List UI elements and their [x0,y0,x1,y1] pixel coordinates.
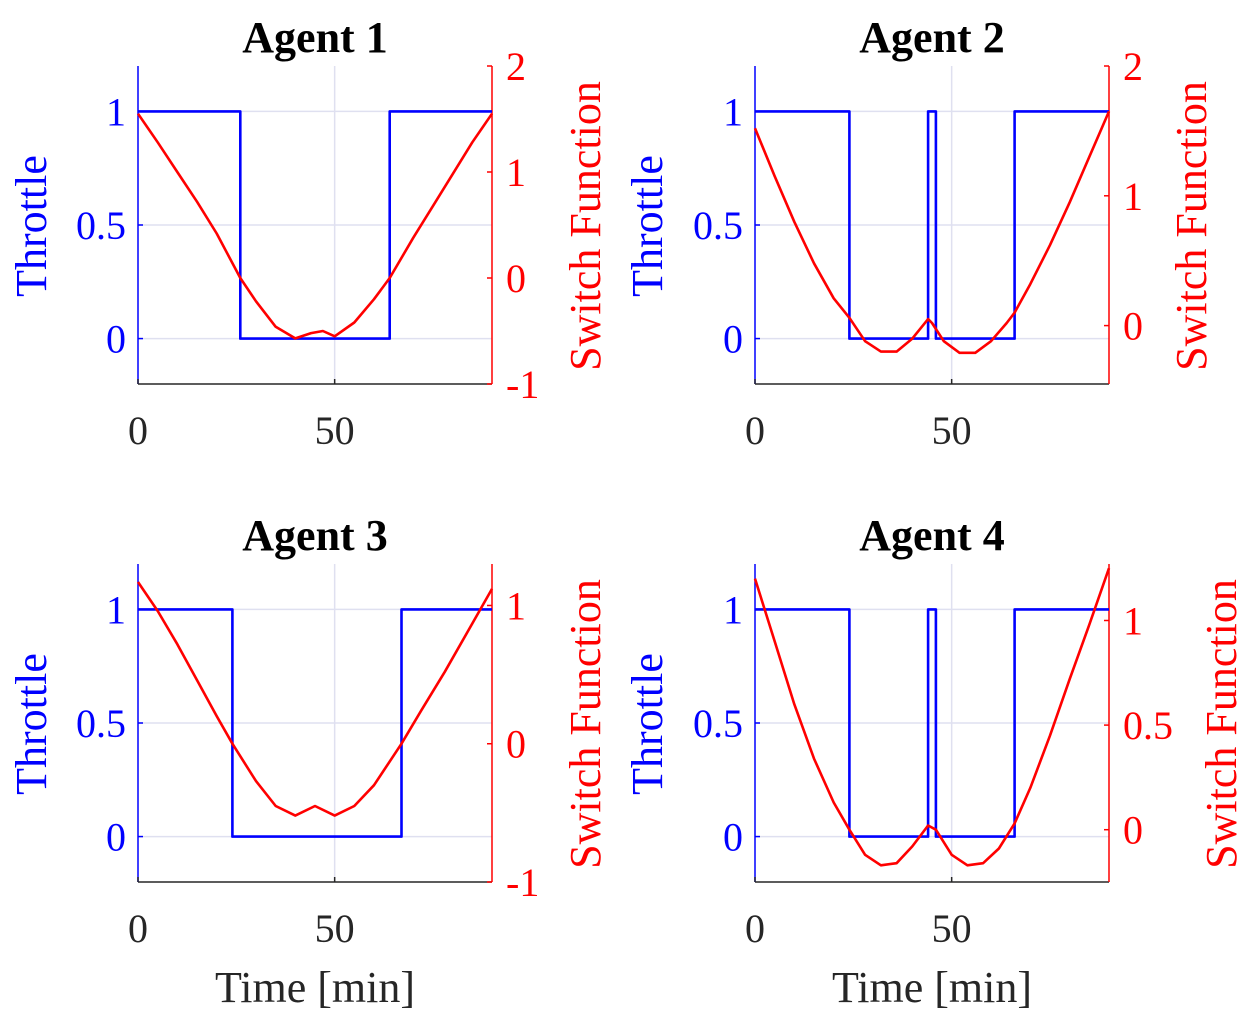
switch-function-series-line [753,567,1111,867]
right-y-tick-label: 0 [506,256,526,301]
subplot-title: Agent 2 [859,13,1004,62]
throttle-series-line [138,608,492,838]
x-axis-label: Time [min] [832,963,1032,1012]
left-y-tick-label: 0.5 [76,203,126,248]
right-y-tick-label: 0.5 [1123,703,1173,748]
right-y-tick-label: 0 [1123,808,1143,853]
subplot-title: Agent 3 [242,511,387,560]
left-y-axis-label: Throttle [623,155,672,297]
right-y-tick-label: 1 [1123,598,1143,643]
left-y-tick-label: 0.5 [693,203,743,248]
subplot-agent-1: Agent 1 Throttle Switch Function 0 50 0 0.5… [7,13,610,453]
right-y-tick-label: 2 [506,44,526,89]
right-y-tick-label: 1 [506,150,526,195]
subplot-agent-2: Agent 2 Throttle Switch Function 0 50 0 0.5… [623,13,1216,453]
left-y-tick-label: 1 [723,89,743,134]
right-y-tick-label: -1 [506,362,539,407]
right-y-tick-label: 0 [1123,304,1143,349]
x-tick-label: 50 [315,906,355,951]
right-y-tick-label: -1 [506,860,539,905]
subplot-agent-4: Agent 4 Throttle Switch Function Time [m… [623,511,1246,1012]
left-y-axis-label: Throttle [623,653,672,795]
switch-function-series-line [136,112,494,340]
right-y-tick-label: 0 [506,722,526,767]
x-tick-label: 50 [315,408,355,453]
switch-function-series-line [136,581,494,817]
left-y-axis-label: Throttle [7,155,56,297]
right-y-axis-label: Switch Function [561,81,610,371]
right-y-tick-label: 2 [1123,44,1143,89]
right-y-axis-label: Switch Function [1197,579,1246,869]
left-y-tick-label: 0.5 [76,701,126,746]
x-tick-label: 0 [128,906,148,951]
x-axis-label: Time [min] [215,963,415,1012]
right-y-axis-label: Switch Function [1167,81,1216,371]
subplot-title: Agent 1 [242,13,387,62]
right-y-tick-label: 1 [1123,174,1143,219]
x-tick-label: 50 [932,408,972,453]
left-y-tick-label: 0 [106,815,126,860]
x-tick-label: 0 [745,408,765,453]
left-y-tick-label: 1 [106,587,126,632]
switch-function-series-line [753,110,1111,355]
throttle-series-line [138,110,492,340]
left-y-axis-label: Throttle [7,653,56,795]
throttle-series-line [755,110,1109,340]
x-tick-label: 0 [128,408,148,453]
x-tick-label: 0 [745,906,765,951]
left-y-tick-label: 0 [723,815,743,860]
left-y-tick-label: 1 [106,89,126,134]
left-y-tick-label: 1 [723,587,743,632]
subplot-agent-3: Agent 3 Throttle Switch Function Time [m… [7,511,610,1012]
left-y-tick-label: 0.5 [693,701,743,746]
left-y-tick-label: 0 [723,317,743,362]
left-y-tick-label: 0 [106,317,126,362]
right-y-axis-label: Switch Function [561,579,610,869]
right-y-tick-label: 1 [506,583,526,628]
x-tick-label: 50 [932,906,972,951]
subplot-title: Agent 4 [859,511,1004,560]
throttle-series-line [755,608,1109,838]
